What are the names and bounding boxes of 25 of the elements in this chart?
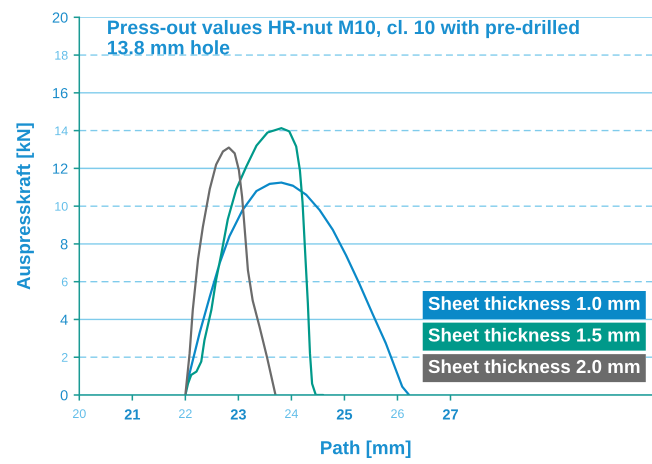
x-tick-label: 21 — [124, 409, 140, 420]
y-tick-label: 2 — [62, 353, 68, 362]
y-tick-label: 0 — [60, 390, 68, 400]
x-tick-label: 26 — [391, 409, 404, 418]
text: Sheet thickness 1.5 mm — [428, 328, 640, 342]
x-tick-label: 20 — [72, 409, 86, 418]
y-tick-label: 10 — [55, 202, 68, 211]
y-tick-label: 18 — [55, 50, 68, 60]
y-axis-title: Auspresskraft [kN] — [16, 123, 34, 290]
x-tick-label: 27 — [442, 409, 458, 420]
x-tick-label: 23 — [230, 409, 246, 420]
x-tick-label: 24 — [285, 409, 298, 418]
y-tick-label: 6 — [62, 277, 68, 286]
y-tick-label: 14 — [55, 126, 68, 136]
x-axis-title: Path [mm] — [321, 440, 410, 458]
y-tick-label: 12 — [53, 163, 68, 174]
y-tick-label: 20 — [52, 12, 68, 23]
text: Sheet thickness 1.0 mm — [428, 296, 640, 310]
y-tick-label: 8 — [60, 239, 68, 250]
x-tick-label: 22 — [179, 409, 192, 418]
y-tick-label: 4 — [60, 314, 68, 325]
text: Press-out values HR-nut M10, cl. 10 with pre-drilled 13.8 mm hole — [108, 20, 579, 54]
x-tick-label: 25 — [336, 409, 352, 420]
y-tick-label: 16 — [53, 88, 68, 98]
text: Sheet thickness 2.0 mm — [428, 359, 640, 374]
